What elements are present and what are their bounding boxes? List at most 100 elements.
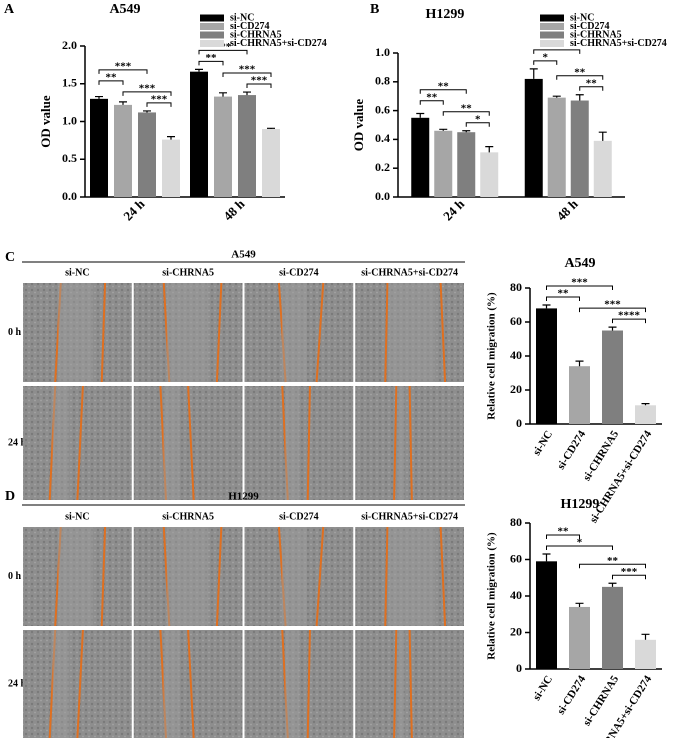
significance-bracket xyxy=(246,83,272,89)
bar xyxy=(480,152,499,197)
y-tick-label: 1.0 xyxy=(62,113,77,127)
x-tick-label: 24 h xyxy=(120,196,148,224)
wound-edge xyxy=(315,526,325,627)
y-tick-label: 0.0 xyxy=(62,189,77,203)
error-bar xyxy=(485,146,494,153)
legend-swatch xyxy=(200,14,224,22)
chart-title: H1299 xyxy=(426,7,465,22)
wound-gap xyxy=(52,630,69,738)
condition-label: si-CHRNA5 xyxy=(162,511,214,522)
significance-bracket xyxy=(579,563,646,569)
error-bar xyxy=(95,95,103,99)
y-tick-label: 20 xyxy=(510,382,522,396)
significance-bracket xyxy=(198,60,224,66)
significance-bracket xyxy=(122,91,172,96)
bar xyxy=(162,139,180,197)
error-bar xyxy=(542,304,551,309)
bar xyxy=(635,639,656,669)
y-tick-label: 0.5 xyxy=(62,151,77,165)
y-tick-label: 0 xyxy=(516,661,522,675)
bar xyxy=(524,78,543,197)
wound-gap xyxy=(166,283,209,382)
error-bar xyxy=(608,326,617,331)
significance-bracket xyxy=(146,102,172,107)
error-bar xyxy=(119,101,127,105)
wound-edge xyxy=(76,385,84,501)
significance-bracket xyxy=(465,122,490,127)
wound-edge xyxy=(439,282,447,383)
wound-edge xyxy=(306,629,311,738)
wound-gap xyxy=(397,630,405,738)
error-bar xyxy=(219,92,227,97)
error-bar xyxy=(267,127,275,130)
significance-label: *** xyxy=(115,60,132,72)
significance-bracket xyxy=(419,100,444,105)
wound-edge xyxy=(315,282,325,383)
wound-gap xyxy=(388,527,436,626)
significance-bracket xyxy=(546,296,580,301)
y-axis-title: OD value xyxy=(351,99,366,152)
significance-label: ** xyxy=(106,71,118,83)
significance-label: **** xyxy=(618,310,641,322)
significance-label: *** xyxy=(621,566,638,578)
error-bar xyxy=(167,136,175,140)
significance-bracket xyxy=(546,285,613,290)
wound-edge xyxy=(100,282,107,383)
bar xyxy=(547,97,566,197)
significance-label: ** xyxy=(586,77,598,89)
y-tick-label: 60 xyxy=(510,314,522,328)
y-axis-title: Relative cell migration (%) xyxy=(486,292,498,420)
significance-label: *** xyxy=(139,82,156,94)
bar xyxy=(262,129,280,197)
legend-swatch xyxy=(200,31,224,39)
significance-label: * xyxy=(475,113,481,125)
bar xyxy=(602,330,623,424)
x-tick-label: si-NC xyxy=(531,674,555,703)
wound-gap xyxy=(58,527,94,626)
time-label: 24 h xyxy=(8,437,27,448)
significance-label: *** xyxy=(604,299,621,311)
significance-bracket xyxy=(546,534,580,540)
bar xyxy=(536,308,557,424)
x-tick-label: 48 h xyxy=(220,196,248,224)
legend-label: si-CHRNA5+si-CD274 xyxy=(230,38,327,49)
bar xyxy=(90,98,108,197)
bar xyxy=(635,405,656,424)
y-tick-label: 80 xyxy=(510,515,522,529)
error-bar xyxy=(641,403,650,406)
significance-label: * xyxy=(543,51,549,63)
legend-label: si-CD274 xyxy=(230,21,269,32)
significance-bracket xyxy=(533,49,581,54)
time-label: 0 h xyxy=(8,327,22,338)
significance-bracket xyxy=(442,111,490,116)
significance-label: ** xyxy=(607,555,619,567)
y-axis-title: OD value xyxy=(38,95,53,148)
legend-swatch xyxy=(540,23,564,30)
significance-label: *** xyxy=(571,277,588,289)
significance-bracket xyxy=(533,60,558,65)
significance-bracket xyxy=(419,89,467,94)
y-tick-label: 20 xyxy=(510,624,522,638)
x-tick-label: si-CD274 xyxy=(555,428,588,472)
bar xyxy=(190,71,208,197)
bar xyxy=(602,586,623,669)
y-tick-label: 0.6 xyxy=(375,102,390,116)
panel-letter: D xyxy=(5,489,15,504)
bar xyxy=(593,140,612,197)
legend-swatch xyxy=(200,40,224,47)
wound-edge xyxy=(408,629,413,738)
legend-label: si-CHRNA5+si-CD274 xyxy=(570,38,667,49)
significance-label: *** xyxy=(239,64,256,76)
y-tick-label: 0.0 xyxy=(375,189,390,203)
condition-label: si-CHRNA5 xyxy=(162,267,214,278)
error-bar xyxy=(195,68,203,72)
significance-bracket xyxy=(556,75,604,80)
error-bar xyxy=(439,128,448,131)
significance-bracket xyxy=(98,69,148,74)
significance-label: ** xyxy=(558,526,570,538)
y-tick-label: 0.4 xyxy=(375,131,390,145)
significance-bracket xyxy=(612,574,646,580)
legend-swatch xyxy=(540,31,564,39)
legend-label: si-NC xyxy=(230,12,254,23)
wound-gap xyxy=(52,386,69,500)
